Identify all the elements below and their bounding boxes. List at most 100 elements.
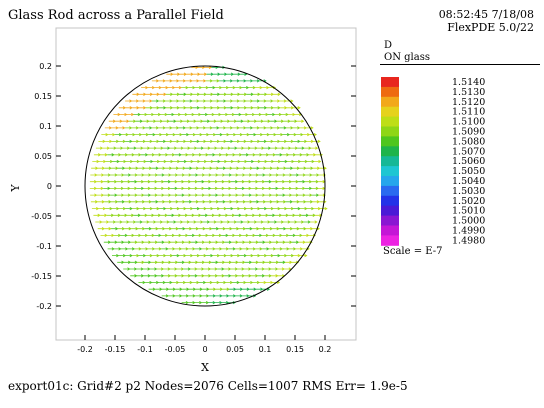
field-arrow <box>204 186 212 191</box>
field-arrow <box>205 227 213 231</box>
field-arrow <box>144 173 152 177</box>
field-arrow <box>188 153 196 157</box>
field-arrow <box>259 99 267 103</box>
field-arrow <box>157 260 165 264</box>
field-arrow <box>225 126 234 130</box>
field-arrow <box>312 227 320 231</box>
legend-value: 1.5030 <box>452 186 485 197</box>
field-arrow <box>116 146 124 150</box>
field-arrow <box>253 106 261 110</box>
field-arrow <box>259 280 267 285</box>
timestamp: 08:52:45 7/18/08 <box>438 8 534 21</box>
field-arrow <box>261 213 269 217</box>
field-arrow <box>178 166 186 170</box>
field-arrow <box>151 79 160 83</box>
field-arrow <box>112 159 120 164</box>
field-arrow <box>100 233 108 238</box>
field-arrow <box>276 220 285 224</box>
field-arrow <box>218 260 226 264</box>
field-arrow <box>264 180 272 184</box>
field-arrow <box>273 106 281 110</box>
field-arrow <box>123 240 132 244</box>
field-arrow <box>239 92 248 96</box>
field-arrow <box>151 99 160 103</box>
field-arrow <box>162 287 170 291</box>
field-arrow <box>192 253 200 258</box>
field-arrow <box>211 193 219 197</box>
field-arrow <box>160 233 169 238</box>
field-arrow <box>212 253 221 258</box>
field-arrow <box>179 139 187 144</box>
field-arrow <box>249 287 257 291</box>
field-arrow <box>212 79 220 83</box>
field-arrow <box>128 220 137 224</box>
field-arrow <box>192 99 200 103</box>
field-arrow <box>145 126 153 130</box>
field-arrow <box>239 166 247 170</box>
legend-swatch <box>381 185 399 197</box>
field-arrow <box>194 112 202 117</box>
field-arrow <box>157 180 165 184</box>
field-arrow <box>258 227 267 231</box>
field-arrow <box>98 139 106 144</box>
field-arrow <box>304 186 313 191</box>
field-arrow <box>229 220 237 224</box>
field-arrow <box>282 153 290 157</box>
field-arrow <box>182 220 190 224</box>
field-arrow <box>182 287 190 291</box>
field-arrow <box>164 240 172 244</box>
field-arrow <box>202 294 210 298</box>
legend-value: 1.5060 <box>452 156 485 167</box>
field-arrow <box>243 146 252 150</box>
field-arrow <box>164 200 173 204</box>
field-arrow <box>158 280 166 285</box>
legend-value: 1.5050 <box>452 166 485 177</box>
legend-swatch <box>381 156 399 167</box>
field-arrow <box>186 206 194 211</box>
field-arrow <box>291 186 299 191</box>
field-arrow <box>183 267 191 271</box>
field-arrow <box>255 132 264 137</box>
field-arrow <box>117 260 125 264</box>
field-arrow <box>154 153 162 157</box>
field-arrow <box>270 119 278 123</box>
field-arrow <box>181 153 189 157</box>
field-arrow <box>213 92 221 96</box>
field-arrow <box>204 193 212 197</box>
field-arrow <box>308 213 316 217</box>
field-arrow <box>284 267 292 271</box>
field-arrow <box>152 253 160 258</box>
field-arrow <box>113 213 121 217</box>
field-arrow <box>103 193 111 197</box>
field-arrow <box>282 132 291 137</box>
field-arrow <box>192 92 201 96</box>
field-arrow <box>143 274 151 278</box>
field-arrow <box>270 146 278 150</box>
field-arrow <box>89 180 98 184</box>
field-arrow <box>259 139 267 144</box>
x-tick-label: -0.2 <box>77 345 93 354</box>
field-arrow <box>150 193 158 197</box>
field-arrow <box>266 92 275 96</box>
field-arrow <box>265 227 273 231</box>
field-arrow <box>278 193 286 197</box>
field-arrow <box>244 186 252 191</box>
field-arrow <box>181 233 189 238</box>
field-arrow <box>135 119 143 123</box>
field-arrow <box>191 173 199 177</box>
field-arrow <box>178 200 186 204</box>
field-arrow <box>244 173 253 177</box>
field-arrow <box>199 139 207 144</box>
field-arrow <box>238 260 246 264</box>
field-arrow <box>169 146 178 150</box>
field-arrow <box>251 193 259 197</box>
field-arrow <box>214 233 222 238</box>
field-arrow <box>150 180 158 184</box>
field-arrow <box>234 233 243 238</box>
x-tick-label: 0.2 <box>319 345 332 354</box>
field-arrow <box>162 220 170 224</box>
field-arrow <box>140 112 148 117</box>
field-arrow <box>278 173 286 177</box>
field-arrow <box>102 220 110 224</box>
field-arrow <box>266 206 274 211</box>
